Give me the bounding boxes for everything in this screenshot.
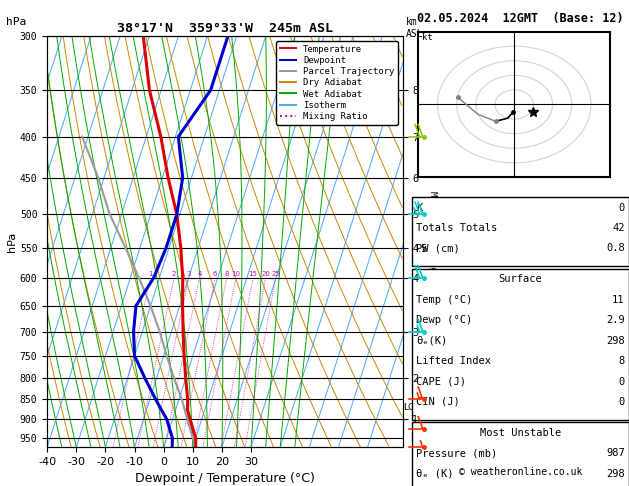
- Title: 38°17'N  359°33'W  245m ASL: 38°17'N 359°33'W 245m ASL: [117, 22, 333, 35]
- Text: θₑ (K): θₑ (K): [416, 469, 454, 479]
- Text: 1: 1: [148, 271, 153, 277]
- Text: PW (cm): PW (cm): [416, 243, 460, 254]
- Text: 8: 8: [618, 356, 625, 366]
- Text: © weatheronline.co.uk: © weatheronline.co.uk: [459, 467, 582, 477]
- Bar: [412, 197, 629, 266]
- Text: 3: 3: [186, 271, 191, 277]
- Bar: [412, 422, 629, 486]
- Y-axis label: hPa: hPa: [7, 232, 17, 252]
- X-axis label: Dewpoint / Temperature (°C): Dewpoint / Temperature (°C): [135, 472, 314, 486]
- Text: Pressure (mb): Pressure (mb): [416, 449, 498, 458]
- Text: Mixing Ratio (g/kg): Mixing Ratio (g/kg): [428, 191, 437, 293]
- Bar: [412, 269, 629, 420]
- Text: 0.8: 0.8: [606, 243, 625, 254]
- Text: 15: 15: [248, 271, 257, 277]
- Text: Surface: Surface: [499, 275, 542, 284]
- Text: 2.9: 2.9: [606, 315, 625, 325]
- Text: Lifted Index: Lifted Index: [416, 356, 491, 366]
- Text: 0: 0: [618, 203, 625, 213]
- Text: km
ASL: km ASL: [406, 17, 423, 38]
- Text: 10: 10: [231, 271, 240, 277]
- Text: 987: 987: [606, 449, 625, 458]
- Text: 6: 6: [213, 271, 218, 277]
- Text: 25: 25: [271, 271, 280, 277]
- Text: 8: 8: [225, 271, 229, 277]
- Text: 2: 2: [172, 271, 176, 277]
- Text: 42: 42: [612, 223, 625, 233]
- Text: LCL: LCL: [403, 403, 420, 412]
- Text: 11: 11: [612, 295, 625, 305]
- Text: θₑ(K): θₑ(K): [416, 336, 448, 346]
- Text: Dewp (°C): Dewp (°C): [416, 315, 472, 325]
- Text: 298: 298: [606, 469, 625, 479]
- Text: 20: 20: [261, 271, 270, 277]
- Text: Most Unstable: Most Unstable: [480, 428, 561, 438]
- Text: K: K: [416, 203, 423, 213]
- Text: 298: 298: [606, 336, 625, 346]
- Text: Temp (°C): Temp (°C): [416, 295, 472, 305]
- Text: CIN (J): CIN (J): [416, 397, 460, 407]
- Text: 4: 4: [198, 271, 202, 277]
- Text: kt: kt: [422, 34, 433, 42]
- Text: Totals Totals: Totals Totals: [416, 223, 498, 233]
- Text: hPa: hPa: [6, 17, 26, 27]
- Legend: Temperature, Dewpoint, Parcel Trajectory, Dry Adiabat, Wet Adiabat, Isotherm, Mi: Temperature, Dewpoint, Parcel Trajectory…: [276, 41, 398, 125]
- Text: 02.05.2024  12GMT  (Base: 12): 02.05.2024 12GMT (Base: 12): [417, 12, 624, 25]
- Text: CAPE (J): CAPE (J): [416, 377, 466, 386]
- Text: 0: 0: [618, 397, 625, 407]
- Text: 0: 0: [618, 377, 625, 386]
